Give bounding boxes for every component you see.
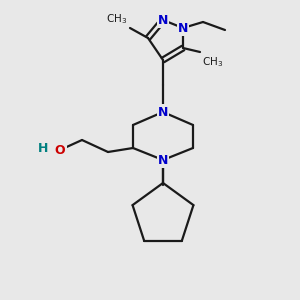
Text: CH$_3$: CH$_3$	[202, 55, 223, 69]
Text: CH$_3$: CH$_3$	[106, 12, 127, 26]
Text: N: N	[158, 154, 168, 166]
Text: H: H	[38, 142, 48, 154]
Text: N: N	[178, 22, 188, 34]
Text: N: N	[158, 106, 168, 118]
Text: O: O	[55, 143, 65, 157]
Text: N: N	[158, 14, 168, 26]
